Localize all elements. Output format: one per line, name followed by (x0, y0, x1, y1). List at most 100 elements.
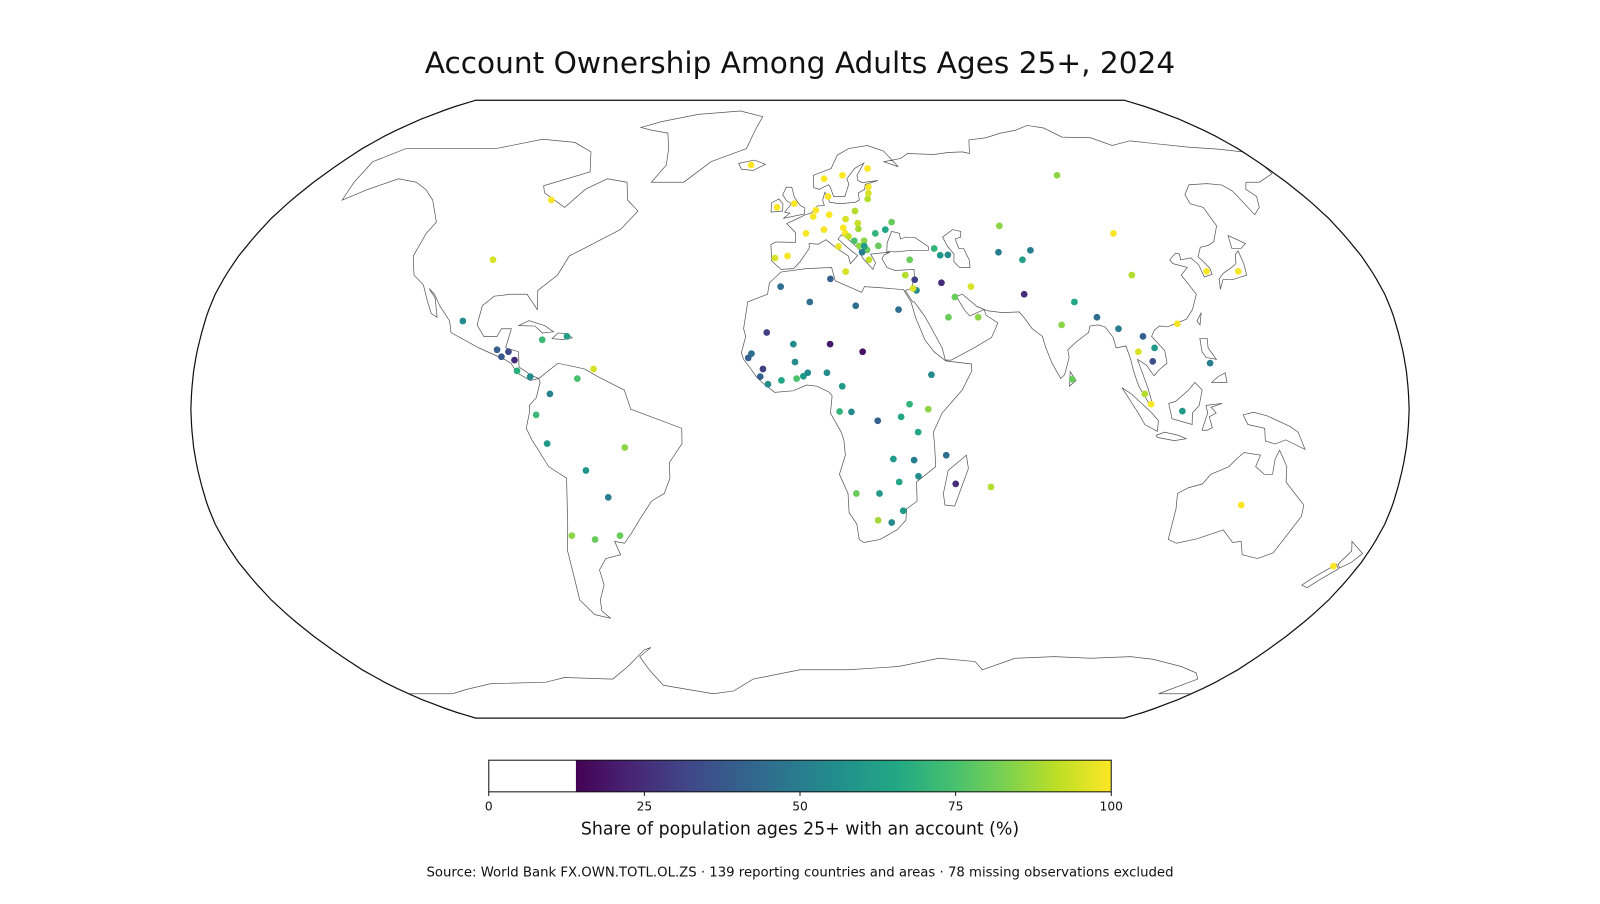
country-point (582, 467, 590, 474)
country-point (1068, 375, 1076, 383)
country-point (881, 226, 889, 233)
country-point (1134, 348, 1142, 356)
country-point (505, 348, 512, 356)
country-point (845, 232, 852, 240)
country-point (865, 256, 873, 264)
coastline (1337, 540, 1364, 569)
colorbar-tick-label: 100 (1100, 800, 1123, 814)
country-point (489, 256, 497, 264)
country-point (1053, 171, 1061, 179)
country-point (591, 536, 599, 543)
country-point (876, 490, 883, 497)
country-point (890, 455, 897, 463)
country-point (793, 375, 800, 382)
country-point (532, 411, 540, 419)
country-point (747, 161, 755, 169)
country-point (874, 417, 882, 425)
coastline (1196, 312, 1202, 326)
country-point (547, 196, 555, 204)
country-point (842, 268, 850, 276)
country-point (865, 189, 872, 197)
country-point (915, 472, 922, 480)
country-point (791, 358, 799, 366)
country-point (851, 207, 859, 215)
land (341, 110, 1364, 695)
country-point (744, 354, 752, 362)
country-point (826, 340, 834, 348)
country-point (827, 275, 834, 283)
country-point (1173, 320, 1181, 328)
country-point (511, 356, 518, 364)
coastline (1155, 431, 1188, 441)
country-point (895, 306, 902, 313)
country-point (1237, 501, 1245, 509)
country-point (987, 483, 995, 491)
country-point (895, 478, 903, 486)
coastline (943, 454, 969, 507)
country-point (812, 206, 820, 214)
country-point (759, 365, 767, 373)
country-point (860, 237, 868, 245)
country-point (930, 245, 938, 252)
country-point (546, 390, 554, 398)
country-point (756, 373, 764, 381)
country-point (906, 400, 913, 408)
coastline (341, 138, 639, 381)
country-point (1110, 230, 1117, 237)
country-point (1139, 333, 1147, 340)
colorbar-ramp (575, 760, 1112, 792)
colorbar-tick-label: 50 (792, 800, 808, 814)
country-point (802, 230, 810, 237)
country-point (806, 298, 814, 306)
colorbar-label: Share of population ages 25+ with an acc… (581, 820, 1019, 840)
coastline (1201, 403, 1223, 431)
country-point (604, 493, 612, 501)
country-point (942, 451, 950, 459)
source-note: Source: World Bank FX.OWN.TOTL.OL.ZS · 1… (427, 865, 1174, 880)
country-point (901, 271, 909, 279)
country-point (945, 313, 952, 321)
coastline (770, 125, 1273, 405)
points (459, 161, 1337, 570)
country-point (573, 375, 581, 382)
country-point (1020, 290, 1028, 298)
country-point (1027, 246, 1034, 254)
colorbar-tick-label: 75 (948, 800, 964, 814)
coastline (1121, 387, 1159, 432)
country-point (778, 377, 785, 384)
coastline (738, 159, 767, 171)
country-point (771, 254, 779, 262)
country-point (820, 226, 828, 233)
coastline (1301, 563, 1339, 589)
country-point (621, 444, 629, 451)
country-point (871, 230, 879, 237)
country-point (1128, 271, 1136, 279)
country-point (899, 507, 907, 515)
country-point (906, 256, 914, 264)
country-point (859, 348, 867, 356)
country-point (855, 225, 862, 233)
country-point (590, 365, 597, 373)
coastline (408, 647, 1199, 695)
country-point (865, 183, 872, 191)
country-point (1330, 562, 1337, 570)
country-point (777, 283, 784, 290)
country-point (848, 408, 855, 416)
coastline (782, 186, 806, 219)
country-point (874, 516, 882, 524)
country-point (952, 480, 960, 488)
country-point (790, 200, 798, 208)
coastline (518, 320, 555, 334)
country-point (1058, 321, 1065, 329)
country-point (809, 213, 817, 220)
country-point (563, 333, 571, 340)
country-point (839, 171, 846, 179)
country-point (543, 440, 551, 448)
country-point (838, 382, 846, 390)
coastline (942, 229, 971, 268)
country-point (1093, 313, 1101, 321)
country-point (1071, 298, 1078, 306)
coastline (1167, 449, 1305, 559)
